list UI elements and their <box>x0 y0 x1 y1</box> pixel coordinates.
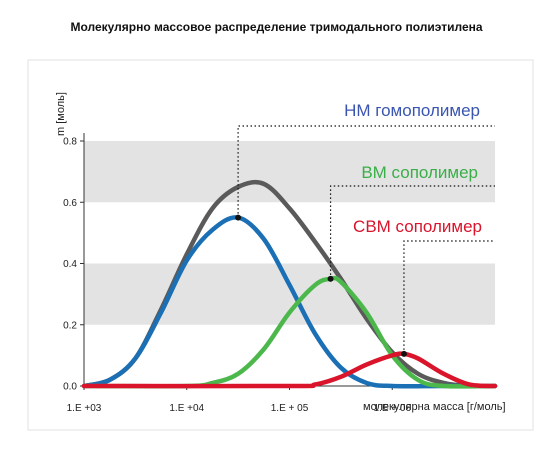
x-tick-label: 1.E + 06 <box>373 403 411 414</box>
annotations: НМ гомополимер ВМ сополимер СВМ сополимер <box>235 101 495 357</box>
y-tick-label: 0.6 <box>63 198 77 209</box>
grid-band <box>84 141 495 203</box>
series-line-peak-1 <box>81 275 498 389</box>
series-line-peak-2 <box>81 351 498 389</box>
annotation-leader <box>403 240 495 354</box>
x-tick-label: 1.E + 05 <box>271 403 309 414</box>
annotation-label: НМ гомополимер <box>344 101 480 120</box>
annotation-leader <box>329 185 495 279</box>
x-tick-label: 1.E +03 <box>67 403 102 414</box>
y-tick-label: 0.2 <box>63 320 77 331</box>
peak-marker <box>400 350 407 357</box>
chart-frame <box>27 59 534 431</box>
grid-bands <box>84 141 495 325</box>
y-tick-label: 0.4 <box>63 259 77 270</box>
series-lines <box>81 179 498 389</box>
annotation-label: СВМ сополимер <box>353 217 482 236</box>
y-axis-label: m [моль] <box>55 92 67 136</box>
annotation-label: ВМ сополимер <box>361 163 478 182</box>
x-tick-label: 1.E +04 <box>169 403 204 414</box>
peak-marker <box>327 275 334 282</box>
chart-title: Молекулярно массовое распределение тримо… <box>70 20 483 34</box>
series-line-peak-0 <box>81 215 498 389</box>
peak-marker <box>235 214 242 221</box>
y-tick-label: 0.0 <box>63 382 77 393</box>
y-tick-label: 0.8 <box>63 137 77 148</box>
x-axis-label: молекулярна масса [г/моль] <box>363 401 506 413</box>
